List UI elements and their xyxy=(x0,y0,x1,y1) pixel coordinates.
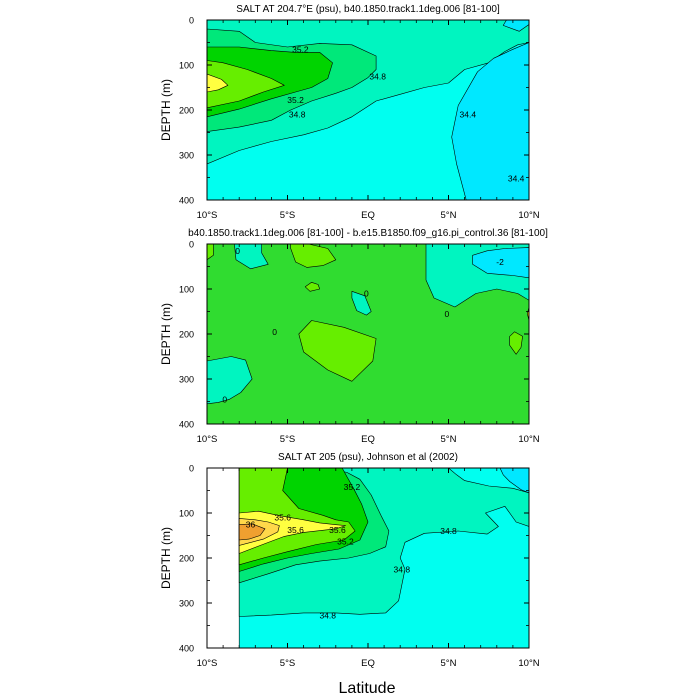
contour-region: 0.1-0.3 xyxy=(207,244,214,261)
contour-region: -0.3--0.1 xyxy=(207,356,253,405)
y-tick-label: 400 xyxy=(179,196,194,206)
y-tick-label: 100 xyxy=(179,285,194,295)
x-tick-label: 10°N xyxy=(518,434,539,445)
x-tick-label: EQ xyxy=(361,210,375,221)
y-axis-label: DEPTH (m) xyxy=(159,527,173,589)
contour-region: 0.1-0.3 xyxy=(509,331,523,355)
x-tick-label: 10°N xyxy=(518,658,539,669)
y-tick-label: 100 xyxy=(179,61,194,71)
y-tick-label: 300 xyxy=(179,599,194,609)
y-tick-label: 0 xyxy=(189,16,194,26)
y-tick-label: 300 xyxy=(179,375,194,385)
y-tick-label: 300 xyxy=(179,151,194,161)
contour-label: 34.8 xyxy=(394,564,411,574)
panel-lower-observed-salinity: 34.6-34.834.8-35.034.4-34.635.0-35.235.2… xyxy=(159,452,540,669)
x-tick-label: 10°S xyxy=(197,210,218,221)
contour-region: 34.2-34.6 xyxy=(502,20,529,32)
contour-label: 34.8 xyxy=(440,526,457,536)
y-tick-label: 0 xyxy=(189,240,194,250)
contour-label: 35.6 xyxy=(287,525,304,535)
y-tick-label: 100 xyxy=(179,509,194,519)
y-tick-label: 200 xyxy=(179,330,194,340)
x-tick-label: EQ xyxy=(361,434,375,445)
contour-label: 35.2 xyxy=(344,482,361,492)
contour-label: 0 xyxy=(364,289,369,299)
contour-label: -2 xyxy=(496,257,504,267)
contour-region: 35.4-35.6 xyxy=(207,60,285,109)
x-tick-label: 5°N xyxy=(441,210,457,221)
contour-label: 34.8 xyxy=(289,110,306,120)
y-tick-label: 400 xyxy=(179,644,194,654)
contour-label: 35.2 xyxy=(337,536,354,546)
x-tick-label: 5°S xyxy=(280,210,295,221)
contour-region: 34.2-34.6 xyxy=(451,42,529,200)
contour-label: 0 xyxy=(272,327,277,337)
x-tick-label: 5°S xyxy=(280,658,295,669)
panel-middle-salinity-difference: -0.1-0.1-0.3--0.1-0.3--0.1-0.3--0.1-0.3-… xyxy=(159,228,548,445)
contour-region: 34.4-34.6 xyxy=(499,468,529,494)
panel-title: SALT AT 204.7°E (psu), b40.1850.track1.1… xyxy=(236,4,500,15)
contour-label: 34.4 xyxy=(508,173,525,183)
contour-label: 0 xyxy=(445,309,450,319)
contour-region: 35.6-35.8 xyxy=(207,73,229,93)
y-tick-label: 0 xyxy=(189,464,194,474)
y-axis-label: DEPTH (m) xyxy=(159,79,173,141)
contour-label: 35.2 xyxy=(292,44,309,54)
y-tick-label: 400 xyxy=(179,420,194,430)
contour-label: 34.8 xyxy=(369,71,386,81)
x-tick-label: EQ xyxy=(361,658,375,669)
contour-region: 0.1-0.3 xyxy=(290,244,337,268)
y-axis-label: DEPTH (m) xyxy=(159,303,173,365)
contour-label: 0 xyxy=(235,246,240,256)
contour-fills: -0.1-0.1-0.3--0.1-0.3--0.1-0.3--0.1-0.3-… xyxy=(207,244,529,424)
y-tick-label: 200 xyxy=(179,106,194,116)
contour-region: 0.1-0.3 xyxy=(304,281,321,292)
contour-region: < -0.3 xyxy=(472,247,529,279)
x-tick-label: 10°S xyxy=(197,434,218,445)
contour-region: -0.3--0.1 xyxy=(351,290,372,316)
x-tick-label: 5°N xyxy=(441,434,457,445)
y-tick-label: 200 xyxy=(179,554,194,564)
x-tick-label: 10°N xyxy=(518,210,539,221)
contour-region: 36.0-36.2 xyxy=(238,523,266,541)
contour-label: 35.6 xyxy=(329,525,346,535)
panel-title: SALT AT 205 (psu), Johnson et al (2002) xyxy=(278,452,458,463)
x-tick-label: 10°S xyxy=(197,658,218,669)
x-tick-label: 5°N xyxy=(441,658,457,669)
contour-label: 36 xyxy=(246,520,256,530)
contour-label: 34.8 xyxy=(319,611,336,621)
shared-x-axis-label: Latitude xyxy=(339,680,396,697)
panel-title: b40.1850.track1.1deg.006 [81-100] - b.e1… xyxy=(188,228,548,239)
panel-upper-model-salinity: 34.6-34.834.8-35.034.2-34.634.2-34.635.0… xyxy=(159,4,540,221)
contour-region: -0.3--0.1 xyxy=(234,244,269,270)
contour-label: 35.2 xyxy=(287,95,304,105)
x-tick-label: 5°S xyxy=(280,434,295,445)
contour-label: 0 xyxy=(222,394,227,404)
contour-region: 0.1-0.3 xyxy=(298,320,377,382)
contour-label: 34.4 xyxy=(460,110,477,120)
contour-fills: 34.6-34.834.8-35.034.4-34.635.0-35.235.2… xyxy=(207,468,529,648)
contour-fills: 34.6-34.834.8-35.034.2-34.634.2-34.635.0… xyxy=(207,20,529,200)
contour-label: 35.6 xyxy=(274,513,291,523)
